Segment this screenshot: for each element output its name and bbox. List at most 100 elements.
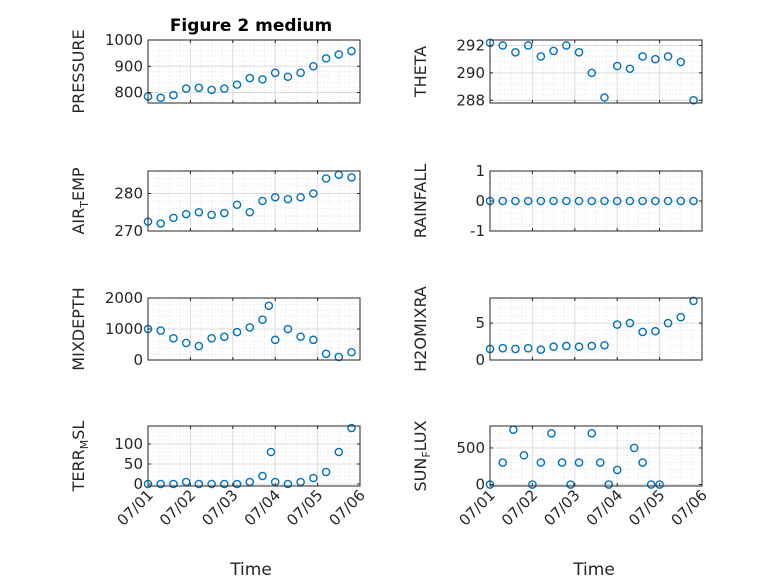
data-point: [321, 54, 331, 63]
data-point: [638, 327, 647, 337]
x-tick-label: 07/05: [283, 486, 326, 529]
axes-box: [489, 297, 703, 361]
data-point: [156, 479, 166, 489]
y-tick-label: 280: [114, 185, 143, 203]
x-tick-label: 07/02: [498, 486, 541, 529]
data-point: [651, 196, 660, 206]
data-point: [220, 208, 229, 218]
data-point: [321, 467, 331, 477]
y-tick-label: 1000: [105, 320, 143, 338]
data-point: [220, 84, 229, 93]
y-tick-label: 0: [133, 351, 143, 369]
data-point: [232, 200, 242, 210]
data-point: [296, 68, 305, 78]
y-axis-label: MIXDEPTH: [69, 287, 88, 370]
data-point: [523, 196, 533, 206]
figure-title: Figure 2 medium: [170, 16, 332, 36]
data-point: [169, 213, 178, 223]
y-axis-label: SUNFLUX: [411, 420, 433, 491]
data-point: [689, 95, 698, 105]
data-point: [511, 344, 520, 354]
data-point: [549, 46, 558, 56]
x-tick-label: 07/03: [540, 486, 583, 529]
data-point: [689, 196, 698, 206]
y-tick-label: 288: [456, 91, 485, 109]
data-point: [169, 90, 178, 100]
data-point: [600, 93, 609, 102]
axes-box: [147, 425, 361, 487]
subplot-5: 0 1000 2000 MIXDEPTH: [69, 287, 361, 371]
data-point: [612, 61, 622, 71]
y-axis-label: AIRTEMP: [69, 167, 91, 234]
data-point: [676, 57, 686, 67]
data-point: [283, 479, 293, 489]
data-point: [194, 207, 204, 217]
axes-box: [147, 39, 361, 104]
data-point: [232, 327, 242, 337]
data-point: [638, 458, 647, 467]
data-point: [169, 333, 178, 343]
data-point: [270, 192, 280, 202]
data-point: [549, 196, 558, 206]
data-point: [347, 347, 356, 357]
data-point: [334, 50, 344, 59]
data-point: [264, 301, 274, 311]
data-point: [266, 447, 276, 457]
subplot-2: 288 290 292 THETA: [411, 36, 703, 109]
data-point: [245, 207, 255, 217]
data-point: [321, 174, 331, 183]
data-point: [511, 196, 520, 206]
data-point: [283, 324, 293, 334]
data-point: [604, 480, 614, 489]
subplot-6: 0 5 H2OMIXRA: [411, 286, 703, 372]
data-point: [574, 458, 584, 467]
data-point: [625, 318, 635, 328]
x-axis-label-left: Time: [229, 560, 272, 580]
data-point: [612, 465, 622, 475]
data-point: [181, 84, 191, 93]
y-tick-label: 0: [475, 192, 485, 210]
data-point: [638, 52, 647, 61]
y-tick-label: 1000: [105, 31, 143, 49]
data-point: [676, 196, 686, 206]
data-point: [663, 52, 673, 61]
y-axis-label: PRESSURE: [69, 29, 88, 113]
data-point: [309, 473, 318, 483]
data-point: [587, 68, 597, 78]
data-point: [663, 196, 673, 206]
data-point: [600, 340, 609, 350]
y-axis-label: THETA: [411, 46, 430, 98]
data-point: [181, 338, 191, 348]
y-tick-label: 800: [114, 84, 143, 102]
data-point: [347, 423, 356, 433]
data-point: [232, 479, 242, 489]
subplot-3: 270 280 AIRTEMP: [69, 167, 361, 240]
data-point: [181, 209, 191, 219]
y-tick-label: 50: [124, 455, 143, 473]
data-point: [528, 480, 537, 489]
subplot-1: 800 900 1000 PRESSURE: [69, 29, 361, 114]
data-point: [562, 341, 571, 351]
data-point: [207, 210, 216, 220]
x-axis-label-right: Time: [572, 560, 615, 580]
data-point: [595, 458, 605, 467]
data-point: [519, 450, 529, 460]
data-point: [566, 480, 575, 489]
data-point: [536, 196, 546, 206]
series-markers: [143, 46, 356, 103]
data-point: [612, 320, 622, 329]
data-point: [498, 196, 508, 206]
data-point: [169, 479, 178, 489]
axes-box: [489, 425, 703, 487]
data-point: [283, 194, 293, 204]
data-point: [612, 196, 622, 206]
y-tick-label: -1: [470, 222, 485, 240]
data-point: [258, 471, 267, 481]
data-point: [587, 341, 597, 351]
data-point: [655, 480, 664, 489]
data-point: [498, 41, 508, 50]
data-point: [296, 192, 305, 202]
y-axis-label: TERRMSL: [69, 421, 91, 493]
data-point: [258, 75, 267, 84]
series-markers: [485, 296, 698, 354]
